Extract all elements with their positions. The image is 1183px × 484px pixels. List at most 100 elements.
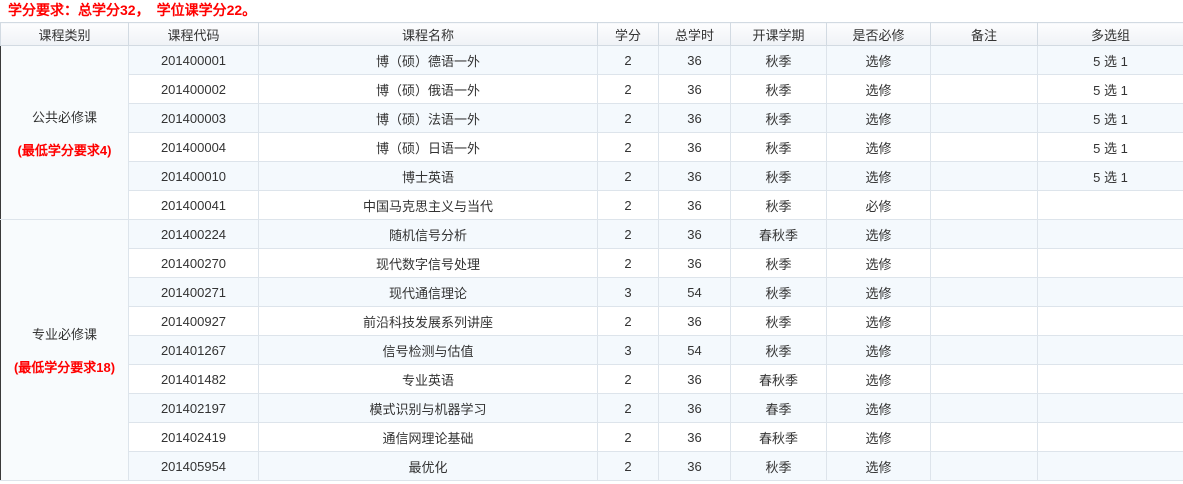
cell-course-name: 信号检测与估值 (258, 335, 598, 365)
category-cell: 公共必修课 (最低学分要求4) (0, 45, 129, 220)
table-row: 专业必修课 (最低学分要求18) 201400224 随机信号分析 2 36 春秋季 选修 (0, 219, 1183, 481)
cell-remark (930, 277, 1038, 307)
cell-course-code: 201405954 (128, 451, 259, 481)
cell-course-name: 现代通信理论 (258, 277, 598, 307)
cell-course-name: 通信网理论基础 (258, 422, 598, 452)
cell-course-name: 专业英语 (258, 364, 598, 394)
cell-credits: 3 (597, 277, 659, 307)
cell-course-code: 201400004 (128, 132, 259, 162)
cell-multi-choice-group (1037, 190, 1183, 220)
cell-multi-choice-group (1037, 306, 1183, 336)
cell-credits: 2 (597, 190, 659, 220)
cell-course-code: 201400003 (128, 103, 259, 133)
cell-multi-choice-group (1037, 422, 1183, 452)
cell-required-or-elective: 选修 (826, 103, 931, 133)
cell-semester: 秋季 (730, 74, 827, 104)
cell-total-hours: 36 (658, 219, 731, 249)
cell-remark (930, 335, 1038, 365)
cell-total-hours: 36 (658, 393, 731, 423)
cell-required-or-elective: 选修 (826, 277, 931, 307)
cell-multi-choice-group (1037, 364, 1183, 394)
cell-course-code: 201402419 (128, 422, 259, 452)
cell-required-or-elective: 选修 (826, 335, 931, 365)
cell-credits: 2 (597, 45, 659, 75)
table-header-row: 课程类别 课程代码 课程名称 学分 总学时 开课学期 是否必修 备注 多选组 (0, 22, 1183, 46)
cell-credits: 2 (597, 422, 659, 452)
table-row: 201400271 现代通信理论 3 54 秋季 选修 (1, 277, 1183, 307)
cell-course-name: 博（硕）德语一外 (258, 45, 598, 75)
cell-required-or-elective: 选修 (826, 219, 931, 249)
cell-multi-choice-group (1037, 248, 1183, 278)
cell-semester: 秋季 (730, 335, 827, 365)
cell-semester: 秋季 (730, 132, 827, 162)
cell-semester: 秋季 (730, 306, 827, 336)
cell-course-code: 201400041 (128, 190, 259, 220)
cell-course-name: 最优化 (258, 451, 598, 481)
cell-remark (930, 306, 1038, 336)
cell-semester: 秋季 (730, 248, 827, 278)
cell-course-name: 中国马克思主义与当代 (258, 190, 598, 220)
cell-course-name: 随机信号分析 (258, 219, 598, 249)
table-row: 201400927 前沿科技发展系列讲座 2 36 秋季 选修 (1, 306, 1183, 336)
table-row: 201401267 信号检测与估值 3 54 秋季 选修 (1, 335, 1183, 365)
cell-required-or-elective: 必修 (826, 190, 931, 220)
table-row: 201405954 最优化 2 36 秋季 选修 (1, 451, 1183, 481)
cell-total-hours: 36 (658, 422, 731, 452)
cell-credits: 2 (597, 219, 659, 249)
cell-remark (930, 190, 1038, 220)
header-semester: 开课学期 (730, 22, 827, 46)
cell-semester: 春秋季 (730, 364, 827, 394)
header-total-hours: 总学时 (658, 22, 731, 46)
category-min-credit-requirement: (最低学分要求4) (17, 142, 112, 158)
category-name: 专业必修课 (31, 327, 97, 342)
cell-required-or-elective: 选修 (826, 422, 931, 452)
cell-total-hours: 36 (658, 306, 731, 336)
cell-remark (930, 393, 1038, 423)
cell-required-or-elective: 选修 (826, 74, 931, 104)
cell-required-or-elective: 选修 (826, 451, 931, 481)
cell-course-name: 前沿科技发展系列讲座 (258, 306, 598, 336)
cell-multi-choice-group: 5 选 1 (1037, 103, 1183, 133)
cell-semester: 春季 (730, 393, 827, 423)
cell-course-code: 201402197 (128, 393, 259, 423)
cell-semester: 秋季 (730, 103, 827, 133)
cell-multi-choice-group (1037, 219, 1183, 249)
cell-remark (930, 219, 1038, 249)
header-required-or-elective: 是否必修 (826, 22, 931, 46)
cell-required-or-elective: 选修 (826, 248, 931, 278)
cell-course-code: 201401267 (128, 335, 259, 365)
cell-semester: 春秋季 (730, 422, 827, 452)
cell-course-name: 博（硕）俄语一外 (258, 74, 598, 104)
table-row: 公共必修课 (最低学分要求4) 201400001 博（硕）德语一外 2 36 秋季 选修 5 … (0, 45, 1183, 220)
cell-multi-choice-group: 5 选 1 (1037, 45, 1183, 75)
table-row: 201400002 博（硕）俄语一外 2 36 秋季 选修 5 选 1 (1, 74, 1183, 104)
cell-semester: 秋季 (730, 45, 827, 75)
cell-credits: 2 (597, 74, 659, 104)
cell-credits: 2 (597, 393, 659, 423)
cell-total-hours: 54 (658, 277, 731, 307)
cell-credits: 2 (597, 364, 659, 394)
cell-total-hours: 36 (658, 161, 731, 191)
cell-multi-choice-group: 5 选 1 (1037, 74, 1183, 104)
cell-course-code: 201400002 (128, 74, 259, 104)
cell-course-code: 201400927 (128, 306, 259, 336)
cell-total-hours: 36 (658, 132, 731, 162)
cell-semester: 秋季 (730, 190, 827, 220)
header-course-name: 课程名称 (258, 22, 598, 46)
cell-credits: 2 (597, 248, 659, 278)
cell-credits: 2 (597, 103, 659, 133)
cell-credits: 2 (597, 451, 659, 481)
course-table: 课程类别 课程代码 课程名称 学分 总学时 开课学期 是否必修 备注 多选组 公… (0, 22, 1183, 481)
cell-total-hours: 36 (658, 364, 731, 394)
category-cell: 专业必修课 (最低学分要求18) (0, 219, 129, 481)
table-row: 201400003 博（硕）法语一外 2 36 秋季 选修 5 选 1 (1, 103, 1183, 133)
cell-total-hours: 36 (658, 248, 731, 278)
category-min-credit-requirement: (最低学分要求18) (13, 360, 116, 375)
header-course-code: 课程代码 (128, 22, 259, 46)
cell-remark (930, 422, 1038, 452)
cell-course-name: 博（硕）法语一外 (258, 103, 598, 133)
cell-remark (930, 364, 1038, 394)
credit-requirement-note: 学分要求：总学分32， 学位课学分22。 (8, 2, 257, 18)
cell-required-or-elective: 选修 (826, 132, 931, 162)
